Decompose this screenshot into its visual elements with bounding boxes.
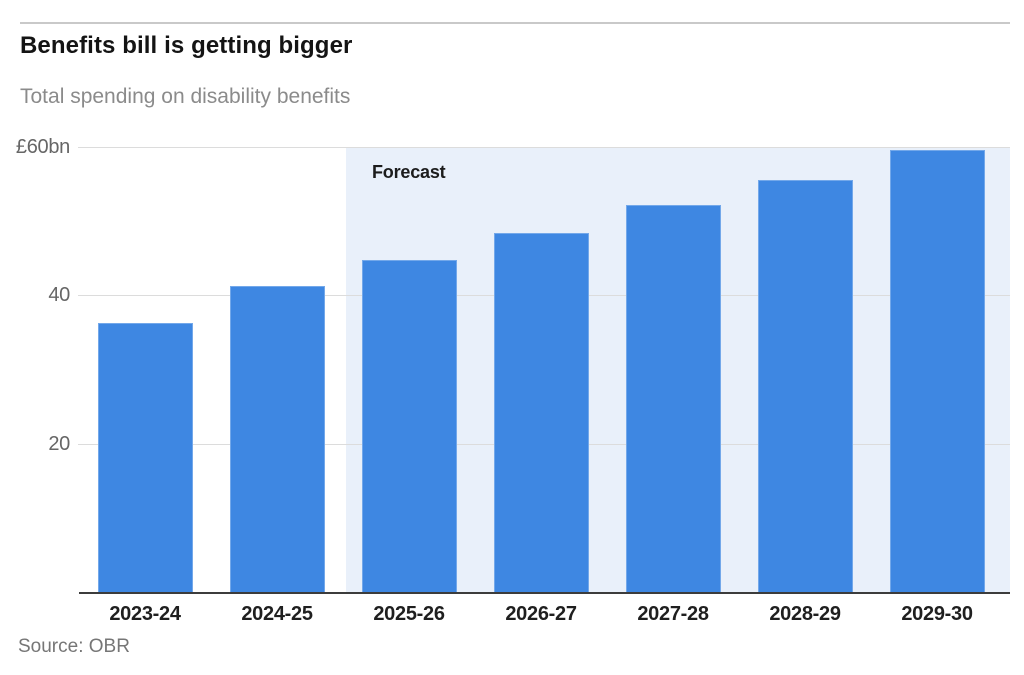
x-axis-line	[79, 592, 1010, 594]
bar-2029-30	[889, 150, 985, 592]
x-axis-label: 2027-28	[637, 603, 709, 625]
x-axis-label: 2024-25	[241, 603, 313, 625]
x-axis-label: 2025-26	[373, 603, 445, 625]
chart-title: Benefits bill is getting bigger	[20, 32, 353, 59]
bar-2023-24	[97, 323, 193, 592]
bar-2025-26	[361, 260, 457, 592]
y-axis-tick-label: 20	[48, 433, 70, 455]
y-axis-tick-label: 40	[48, 284, 70, 306]
top-divider	[20, 22, 1010, 24]
x-axis-label: 2026-27	[505, 603, 577, 625]
bar-2024-25	[229, 286, 325, 592]
gridline-60	[78, 147, 1010, 148]
x-axis-label: 2023-24	[109, 603, 181, 625]
bar-2027-28	[625, 205, 721, 592]
bar-2028-29	[757, 180, 853, 592]
chart-subtitle: Total spending on disability benefits	[20, 85, 351, 108]
y-axis-tick-label: £60bn	[15, 136, 70, 158]
source-note: Source: OBR	[18, 636, 130, 657]
bar-2026-27	[493, 233, 589, 592]
x-axis-label: 2028-29	[769, 603, 841, 625]
x-axis-label: 2029-30	[901, 603, 973, 625]
forecast-label: Forecast	[372, 162, 446, 182]
